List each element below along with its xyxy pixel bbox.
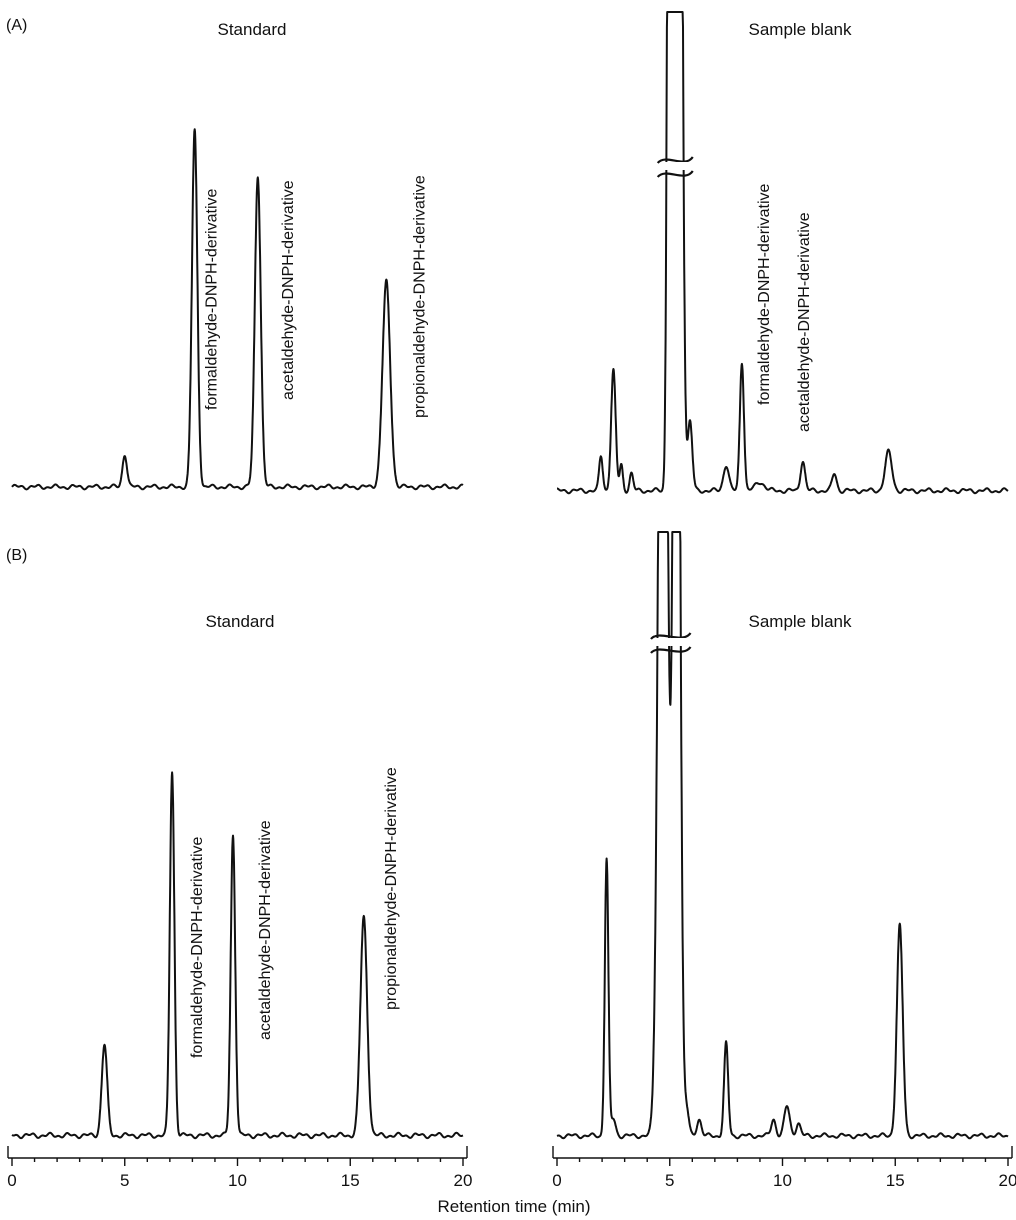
axis-break-gap [660,162,690,170]
x-tick-label: 15 [341,1171,360,1190]
title-b-sample-blank: Sample blank [748,612,852,631]
peak-label: formaldehyde-DNPH-derivative [204,188,221,410]
x-tick-label: 0 [552,1171,561,1190]
x-tick-label: 10 [228,1171,247,1190]
peak-label: acetaldehyde-DNPH-derivative [257,820,274,1040]
axis-break-gap [653,638,688,646]
peak-labels: formaldehyde-DNPH-derivative acetaldehyde… [189,175,813,1058]
panel-label-b: (B) [6,547,27,564]
chromatogram-trace [556,11,1009,495]
x-tick-label: 0 [7,1171,16,1190]
chromatogram-trace [11,128,464,491]
x-tick-label: 10 [773,1171,792,1190]
x-tick-label: 15 [886,1171,905,1190]
axis-break-mark [656,156,694,164]
x-axis-title: Retention time (min) [437,1197,590,1216]
title-a-standard: Standard [218,20,287,39]
x-tick-label: 20 [999,1171,1016,1190]
chromatogram-trace [556,531,1009,1140]
peak-label: formaldehyde-DNPH-derivative [189,836,206,1058]
peak-label: acetaldehyde-DNPH-derivative [280,180,297,400]
chromatogram-traces [11,11,1009,1140]
peak-label: formaldehyde-DNPH-derivative [756,183,773,405]
chromatogram-trace [11,771,464,1140]
time-axes: 0 5 10 15 20 0 5 10 15 20 [7,1146,1016,1190]
x-tick-label: 5 [120,1171,129,1190]
peak-label: acetaldehyde-DNPH-derivative [796,212,813,432]
peak-label: propionaldehyde-DNPH-derivative [383,767,400,1010]
panel-label-a: (A) [6,17,27,34]
title-b-standard: Standard [206,612,275,631]
title-a-sample-blank: Sample blank [748,20,852,39]
axis-break-mark [650,646,692,654]
axis-break-mark [656,170,694,178]
x-tick-label: 20 [454,1171,473,1190]
x-tick-label: 5 [665,1171,674,1190]
peak-label: propionaldehyde-DNPH-derivative [411,175,428,418]
axis-break-mark [650,632,692,640]
